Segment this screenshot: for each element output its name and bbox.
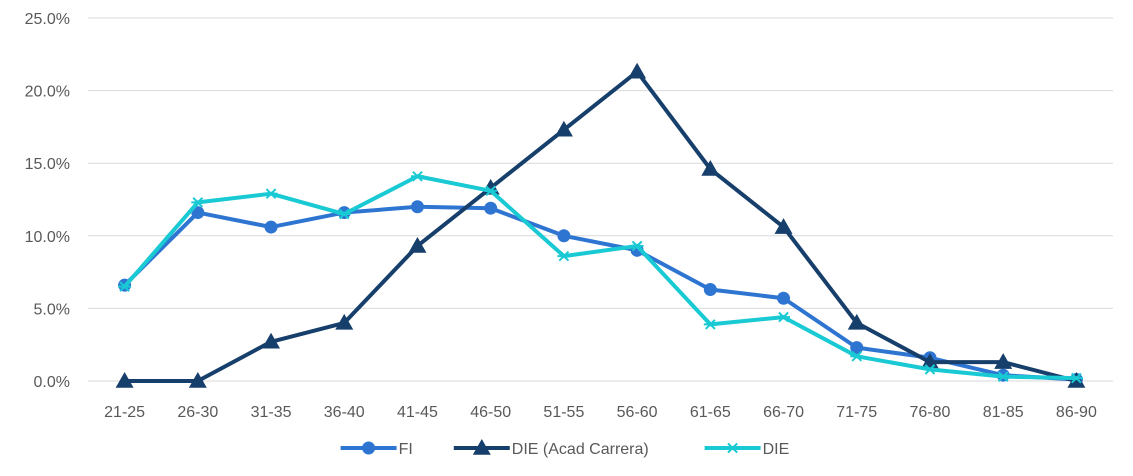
data-point-die: [1069, 372, 1083, 384]
x-tick-label: 76-80: [910, 404, 951, 421]
series-lines: [115, 62, 1086, 388]
legend-item-fi: FI: [340, 441, 413, 458]
data-point-fi: [703, 283, 717, 297]
x-tick-label: 71-75: [836, 404, 877, 421]
data-point-die-acad-carrera: [994, 353, 1013, 369]
data-point-fi: [484, 201, 498, 215]
data-point-die-acad-carrera: [335, 313, 354, 330]
legend-marker: [726, 442, 740, 454]
data-point-die: [337, 208, 351, 220]
y-tick-label: 5.0%: [34, 301, 70, 318]
data-point-die-acad-carrera: [115, 372, 134, 388]
data-point-fi: [410, 200, 424, 214]
y-tick-label: 25.0%: [25, 11, 70, 28]
data-point-die: [118, 281, 132, 292]
data-point-fi: [191, 206, 205, 220]
x-tick-label: 66-70: [763, 404, 804, 421]
data-point-die: [923, 364, 937, 375]
x-tick-label: 61-65: [690, 404, 731, 421]
data-point-die: [191, 197, 205, 208]
data-point-die: [630, 240, 644, 252]
x-tick-label: 46-50: [470, 404, 511, 421]
x-axis: 21-25 26-30 31-35 36-40 41-45 46-50 51-55 56-60…: [104, 404, 1097, 421]
y-tick-label: 10.0%: [25, 229, 70, 246]
data-point-die-acad-carrera: [628, 62, 647, 79]
series-fi: [118, 200, 1083, 387]
data-point-die: [850, 351, 864, 362]
series-line-die: [122, 174, 1079, 381]
data-point-die: [264, 188, 278, 199]
data-point-die-acad-carrera: [554, 120, 573, 137]
data-point-die-acad-carrera: [188, 372, 207, 388]
x-tick-label: 51-55: [543, 404, 584, 421]
data-point-die: [557, 250, 571, 262]
legend-item-die-acad-carrera: DIE (Acad Carrera): [453, 439, 649, 458]
data-point-die-acad-carrera: [774, 218, 793, 234]
data-point-fi: [777, 291, 791, 305]
x-tick-label: 31-35: [251, 404, 292, 421]
y-tick-label: 0.0%: [34, 374, 70, 391]
legend-label: DIE: [763, 441, 790, 458]
grid-lines: [88, 17, 1113, 382]
data-point-die: [484, 185, 498, 197]
data-point-fi: [557, 229, 571, 243]
y-tick-label: 20.0%: [25, 84, 70, 101]
x-tick-label: 81-85: [983, 404, 1024, 421]
x-tick-label: 36-40: [324, 404, 365, 421]
legend-marker: [472, 439, 491, 455]
x-tick-label: 41-45: [397, 404, 438, 421]
legend-label: DIE (Acad Carrera): [512, 441, 649, 458]
legend-item-die: DIE: [704, 441, 790, 458]
series-die: [118, 170, 1083, 384]
x-tick-label: 56-60: [617, 404, 658, 421]
data-point-die-acad-carrera: [408, 236, 427, 253]
y-axis: 0.0% 5.0% 10.0% 15.0% 20.0% 25.0%: [25, 11, 70, 391]
data-point-die: [410, 170, 424, 182]
data-point-fi: [850, 341, 864, 355]
x-tick-label: 26-30: [177, 404, 218, 421]
data-point-die-acad-carrera: [262, 332, 281, 349]
data-point-die: [703, 319, 717, 330]
data-point-die-acad-carrera: [701, 160, 720, 176]
x-tick-label: 21-25: [104, 404, 145, 421]
data-point-die: [777, 311, 791, 323]
series-die-acad-carrera: [115, 62, 1086, 388]
legend-marker: [362, 441, 376, 455]
legend-label: FI: [399, 441, 413, 458]
data-point-die: [996, 371, 1010, 382]
x-tick-label: 86-90: [1056, 404, 1097, 421]
series-line-die-acad-carrera: [122, 69, 1079, 383]
data-point-die-acad-carrera: [847, 313, 866, 330]
y-tick-label: 15.0%: [25, 156, 70, 173]
data-point-fi: [264, 220, 278, 234]
legend: FI DIE (Acad Carrera) DIE: [340, 439, 790, 458]
